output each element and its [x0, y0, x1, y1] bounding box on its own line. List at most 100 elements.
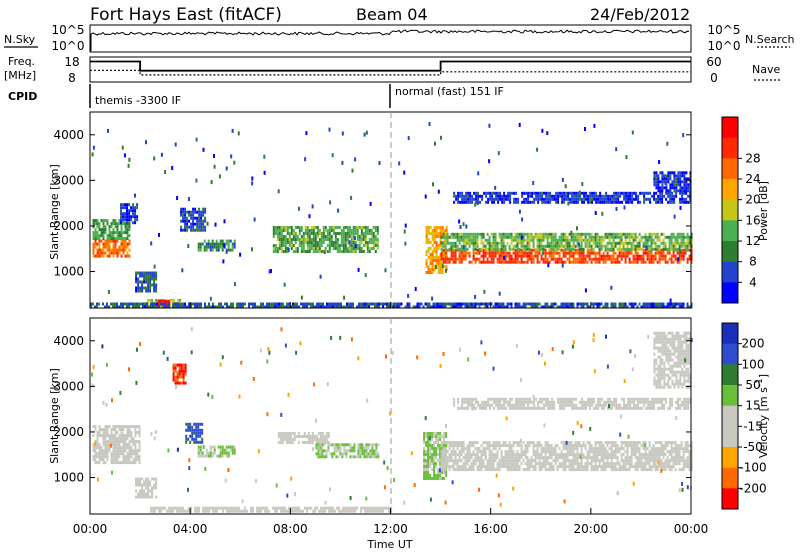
echo-cell: [564, 302, 567, 306]
scatter-cell: [223, 243, 225, 248]
echo-cell: [687, 200, 690, 204]
echo-cell: [442, 441, 445, 445]
echo-cell: [550, 247, 553, 251]
echo-cell: [496, 456, 499, 460]
echo-cell: [90, 305, 92, 309]
echo-cell: [106, 302, 108, 306]
echo-cell: [211, 454, 214, 458]
echo-cell: [682, 305, 685, 309]
echo-cell: [425, 435, 428, 438]
echo-cell: [308, 229, 311, 232]
echo-cell: [145, 492, 148, 496]
echo-cell: [598, 444, 601, 448]
echo-cell: [228, 506, 231, 510]
echo-cell: [370, 506, 373, 510]
echo-cell: [498, 232, 501, 236]
echo-cell: [618, 241, 621, 245]
freq-panel-frame: [89, 56, 692, 83]
echo-cell: [473, 197, 476, 201]
scatter-cell: [666, 141, 669, 146]
echo-cell: [468, 441, 471, 445]
echo-cell: [184, 222, 187, 226]
echo-cell: [124, 425, 127, 429]
echo-cell: [486, 247, 489, 251]
echo-cell: [312, 238, 315, 241]
echo-cell: [598, 260, 601, 264]
echo-cell: [246, 509, 249, 513]
echo-cell: [122, 218, 124, 222]
echo-cell: [326, 506, 329, 510]
echo-cell: [193, 422, 196, 426]
echo-cell: [502, 260, 505, 264]
echo-cell: [154, 509, 157, 513]
echo-cell: [598, 241, 601, 245]
echo-cell: [652, 241, 655, 245]
echo-cell: [162, 302, 164, 306]
echo-cell: [587, 194, 590, 198]
echo-cell: [444, 251, 447, 255]
echo-cell: [364, 238, 367, 241]
echo-cell: [503, 194, 506, 198]
echo-cell: [468, 450, 471, 454]
echo-cell: [548, 462, 551, 466]
echo-cell: [433, 474, 436, 477]
echo-cell: [682, 254, 685, 258]
echo-cell: [302, 241, 305, 244]
echo-cell: [284, 238, 287, 241]
echo-cell: [560, 465, 563, 469]
echo-cell: [344, 509, 347, 513]
echo-cell: [376, 506, 379, 510]
echo-cell: [624, 254, 627, 258]
echo-cell: [538, 260, 541, 264]
echo-cell: [120, 428, 123, 432]
echo-cell: [509, 191, 512, 195]
echo-cell: [508, 247, 511, 251]
echo-cell: [490, 241, 493, 245]
echo-cell: [336, 506, 339, 510]
echo-cell: [182, 372, 185, 376]
echo-cell: [317, 449, 320, 453]
echo-cell: [96, 231, 99, 235]
echo-cell: [437, 468, 440, 471]
echo-cell: [575, 200, 578, 204]
echo-cell: [634, 257, 637, 261]
echo-cell: [120, 449, 123, 453]
echo-cell: [492, 235, 495, 239]
echo-cell: [568, 447, 571, 451]
echo-cell: [606, 462, 609, 466]
echo-cell: [435, 477, 438, 480]
echo-cell: [656, 260, 659, 264]
echo-cell: [480, 254, 483, 258]
echo-cell: [518, 238, 521, 242]
echo-cell: [128, 302, 130, 306]
echo-cell: [135, 483, 138, 487]
echo-cell: [686, 232, 689, 236]
echo-cell: [618, 232, 621, 236]
echo-cell: [310, 232, 313, 235]
echo-cell: [197, 242, 200, 246]
echo-cell: [562, 248, 565, 252]
echo-cell: [298, 232, 301, 235]
echo-cell: [98, 242, 101, 246]
echo-cell: [571, 191, 574, 195]
echo-cell: [442, 235, 445, 239]
echo-cell: [126, 305, 128, 309]
echo-cell: [549, 194, 552, 198]
echo-cell: [427, 265, 430, 268]
echo-cell: [448, 257, 451, 261]
echo-cell: [92, 302, 94, 306]
echo-cell: [120, 215, 122, 219]
echo-cell: [195, 440, 198, 444]
scatter-cell: [407, 136, 410, 141]
echo-cell: [316, 244, 319, 247]
echo-cell: [500, 302, 503, 306]
echo-cell: [634, 244, 637, 248]
echo-cell: [682, 235, 685, 239]
echo-cell: [672, 235, 675, 239]
echo-cell: [656, 247, 659, 251]
echo-cell: [180, 207, 183, 211]
echo-cell: [671, 171, 674, 175]
scatter-cell: [679, 205, 682, 210]
echo-cell: [524, 468, 527, 472]
scatter-cell: [414, 287, 417, 291]
